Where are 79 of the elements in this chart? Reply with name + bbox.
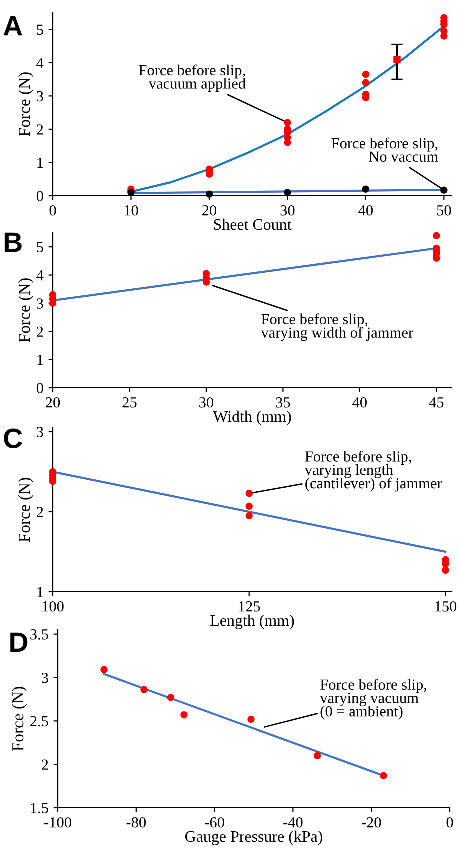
point bbox=[284, 119, 292, 126]
y-tick-label: 0 bbox=[36, 383, 44, 394]
y-axis-title: Force (N) bbox=[18, 72, 34, 137]
y-axis-title: Force (N) bbox=[12, 687, 28, 752]
y-axis-title: Force (N) bbox=[18, 478, 34, 542]
point bbox=[180, 711, 188, 719]
point bbox=[442, 566, 450, 574]
y-tick-label: 1 bbox=[38, 355, 44, 366]
x-tick-label: -20 bbox=[362, 817, 382, 828]
x-tick-label: -80 bbox=[126, 817, 146, 828]
point bbox=[394, 56, 401, 64]
point bbox=[246, 502, 253, 510]
x-tick-label: 0 bbox=[50, 205, 56, 216]
point bbox=[284, 189, 292, 196]
y-tick-label: 1.5 bbox=[31, 803, 48, 814]
y-tick-label: 0 bbox=[36, 191, 44, 202]
y-tick-label: 3 bbox=[37, 91, 44, 102]
point bbox=[433, 232, 440, 240]
x-tick-label: -60 bbox=[205, 817, 224, 828]
y-tick-label: 3.5 bbox=[30, 630, 48, 640]
y-tick-label: 1 bbox=[38, 158, 44, 168]
x-axis-title: Length (mm) bbox=[210, 614, 294, 630]
chart-title: B bbox=[4, 232, 22, 252]
annotation: Force before slip, varying vacuum (0 = ambient) bbox=[320, 679, 427, 720]
point bbox=[246, 512, 253, 520]
y-tick-label: 2 bbox=[42, 760, 48, 770]
y-tick-label: 4 bbox=[36, 58, 44, 68]
point bbox=[362, 79, 370, 86]
x-tick-label: 50 bbox=[437, 205, 452, 216]
x-tick-label: 25 bbox=[122, 398, 137, 408]
x-tick-label: 10 bbox=[124, 205, 138, 216]
x-axis-title: Width (mm) bbox=[213, 410, 292, 426]
x-tick-label: 40 bbox=[352, 397, 367, 408]
y-tick-label: 2 bbox=[37, 124, 44, 135]
point bbox=[206, 190, 214, 198]
annotation: Force before slip, vacuum applied bbox=[139, 64, 246, 92]
x-tick-label: 100 bbox=[42, 601, 64, 612]
x-tick-label: 150 bbox=[436, 601, 457, 612]
x-tick-label: 20 bbox=[202, 205, 217, 216]
point bbox=[246, 490, 253, 498]
point bbox=[440, 28, 448, 35]
point bbox=[248, 716, 255, 724]
y-tick-label: 1 bbox=[38, 587, 44, 598]
x-tick-label: 20 bbox=[46, 397, 60, 408]
x-tick-label: 0 bbox=[446, 817, 454, 828]
point bbox=[380, 772, 388, 780]
chart-title: C bbox=[4, 428, 22, 448]
x-tick-label: 35 bbox=[276, 398, 290, 408]
y-tick-label: 3 bbox=[37, 427, 44, 438]
x-axis-title: Gauge Pressure (kPa) bbox=[185, 830, 322, 846]
x-tick-label: 125 bbox=[239, 602, 260, 612]
x-tick-label: 30 bbox=[200, 397, 214, 408]
point bbox=[140, 686, 148, 694]
y-axis-title: Force (N) bbox=[18, 278, 34, 343]
chart-title: A bbox=[4, 16, 22, 36]
x-axis-title: Sheet Count bbox=[214, 218, 292, 230]
x-tick-label: -40 bbox=[284, 817, 303, 828]
y-tick-label: 5 bbox=[37, 242, 44, 253]
y-tick-label: 5 bbox=[37, 24, 44, 36]
point bbox=[362, 186, 370, 193]
point bbox=[362, 70, 370, 78]
x-tick-label: 30 bbox=[280, 205, 295, 216]
y-tick-label: 2.5 bbox=[30, 716, 48, 727]
x-tick-label: -100 bbox=[44, 817, 72, 828]
y-tick-label: 3 bbox=[42, 672, 48, 684]
chart-title: D bbox=[10, 632, 28, 652]
annotation: Force before slip, varying width of jammer bbox=[261, 314, 414, 342]
point bbox=[440, 186, 448, 194]
y-tick-label: 3 bbox=[37, 298, 44, 309]
y-tick-label: 2 bbox=[37, 507, 44, 518]
x-tick-label: 45 bbox=[429, 398, 444, 408]
annotation: Force before slip, varying length (cantilever) of jammer bbox=[304, 450, 442, 492]
point bbox=[314, 752, 322, 760]
x-tick-label: 40 bbox=[358, 205, 373, 216]
y-tick-label: 4 bbox=[36, 270, 44, 281]
point bbox=[167, 694, 175, 702]
annotation: Force before slip, No vaccum bbox=[332, 138, 438, 162]
y-tick-label: 2 bbox=[37, 326, 44, 337]
point bbox=[100, 666, 108, 674]
